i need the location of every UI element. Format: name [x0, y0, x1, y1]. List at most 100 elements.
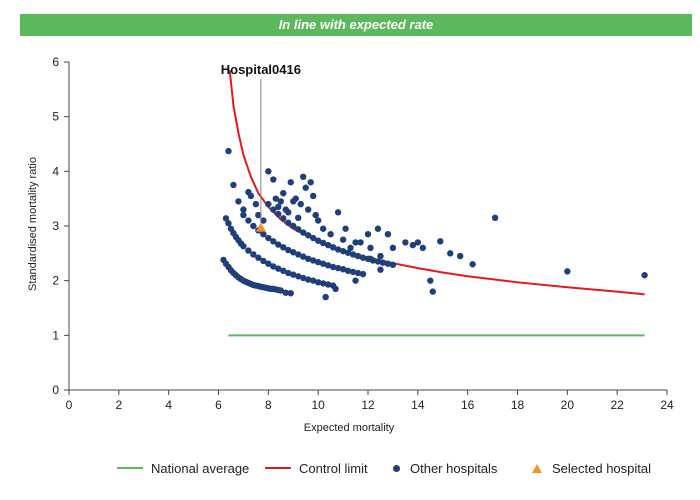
data-point-other-hospital	[329, 263, 337, 271]
data-point-other-hospital	[389, 244, 397, 252]
data-point-other-hospital	[319, 260, 327, 267]
data-point-other-hospital	[250, 222, 257, 230]
legend-item-other-hospitals[interactable]: Other hospitals	[393, 458, 497, 478]
data-point-other-hospital	[260, 231, 267, 238]
data-point-other-hospital	[260, 257, 267, 265]
data-point-other-hospital	[275, 210, 282, 218]
data-point-other-hospital	[305, 232, 312, 239]
data-point-other-hospital	[314, 237, 322, 244]
data-point-other-hospital	[300, 274, 307, 282]
data-point-other-hospital	[270, 176, 277, 183]
data-point-other-hospital	[305, 255, 312, 262]
x-tick-label: 0	[66, 398, 73, 412]
data-point-other-hospital	[327, 231, 334, 238]
data-point-other-hospital	[255, 254, 262, 261]
legend-swatch-other-hospitals	[393, 464, 400, 472]
data-point-other-hospital	[347, 244, 354, 252]
data-point-other-hospital	[374, 225, 382, 232]
data-point-other-hospital	[295, 214, 302, 221]
data-point-other-hospital	[252, 200, 260, 208]
data-point-other-hospital	[285, 269, 292, 277]
y-tick-label: 5	[52, 110, 59, 124]
legend-item-selected-hospital[interactable]: Selected hospital	[532, 458, 651, 478]
data-point-other-hospital	[309, 277, 317, 284]
data-point-other-hospital	[295, 273, 302, 280]
x-tick-label: 6	[215, 398, 222, 412]
x-tick-label: 18	[511, 398, 525, 412]
data-point-other-hospital	[300, 253, 307, 260]
data-point-other-hospital	[414, 239, 422, 246]
data-point-other-hospital	[377, 266, 384, 273]
data-point-other-hospital	[409, 241, 417, 249]
data-point-other-hospital	[354, 252, 362, 260]
data-point-other-hospital	[329, 244, 337, 251]
data-point-other-hospital	[240, 206, 247, 213]
y-tick-label: 3	[52, 219, 59, 233]
data-point-other-hospital	[272, 195, 280, 202]
legend-item-national-average[interactable]: National average	[117, 458, 249, 478]
y-axis-title: Standardised mortality ratio	[27, 157, 39, 291]
data-point-other-hospital	[300, 173, 307, 180]
data-point-other-hospital	[342, 225, 349, 232]
x-tick-label: 4	[165, 398, 172, 412]
x-tick-label: 24	[660, 398, 674, 412]
data-point-other-hospital	[240, 211, 247, 219]
x-tick-label: 14	[411, 398, 425, 412]
data-point-other-hospital	[260, 217, 267, 224]
data-point-other-hospital	[319, 225, 327, 232]
x-tick-label: 16	[461, 398, 475, 412]
data-point-other-hospital	[324, 281, 332, 288]
data-point-other-hospital	[377, 252, 384, 260]
data-point-selected-hospital	[255, 222, 266, 232]
x-axis-title: Expected mortality	[304, 422, 395, 434]
data-point-other-hospital	[277, 198, 284, 205]
data-point-other-hospital	[309, 257, 317, 264]
legend-item-control-limit[interactable]: Control limit	[265, 458, 368, 478]
data-point-other-hospital	[344, 249, 352, 256]
data-point-other-hospital	[641, 272, 648, 279]
data-point-other-hospital	[270, 238, 277, 245]
data-point-other-hospital	[367, 255, 374, 262]
data-point-other-hospital	[280, 267, 287, 275]
data-point-other-hospital	[352, 239, 359, 246]
data-point-other-hospital	[287, 290, 294, 297]
y-tick-label: 6	[52, 55, 59, 69]
data-point-other-hospital	[314, 217, 322, 224]
data-point-other-hospital	[297, 200, 304, 208]
data-point-other-hospital	[564, 268, 571, 275]
data-point-other-hospital	[334, 246, 342, 253]
data-point-other-hospital	[339, 265, 347, 273]
data-point-other-hospital	[270, 206, 277, 213]
status-banner: In line with expected rate	[20, 14, 692, 36]
data-point-other-hospital	[235, 198, 242, 205]
data-point-other-hospital	[305, 206, 312, 213]
data-point-other-hospital	[245, 247, 252, 254]
data-point-other-hospital	[265, 234, 272, 242]
data-point-other-hospital	[334, 264, 342, 272]
data-point-other-hospital	[456, 252, 464, 260]
data-point-other-hospital	[275, 203, 282, 211]
data-point-other-hospital	[352, 277, 359, 284]
data-point-other-hospital	[339, 247, 347, 255]
x-tick-label: 22	[610, 398, 624, 412]
data-point-other-hospital	[265, 260, 272, 267]
data-point-other-hospital	[225, 147, 232, 155]
data-point-other-hospital	[285, 246, 292, 254]
chart-marks: Hospital0416	[220, 62, 648, 337]
x-tick-label: 20	[561, 398, 575, 412]
data-point-other-hospital	[469, 261, 476, 268]
x-tick-label: 10	[311, 398, 325, 412]
data-point-other-hospital	[240, 243, 247, 250]
data-point-other-hospital	[319, 239, 327, 247]
legend-label: National average	[151, 460, 250, 476]
legend-swatch-control-limit	[265, 467, 291, 469]
data-point-other-hospital	[280, 244, 287, 251]
x-tick-label: 12	[361, 398, 375, 412]
data-point-other-hospital	[349, 268, 357, 276]
data-point-other-hospital	[312, 211, 319, 219]
data-point-other-hospital	[332, 285, 339, 293]
x-tick-label: 8	[265, 398, 272, 412]
data-point-other-hospital	[384, 260, 392, 267]
data-point-other-hospital	[357, 239, 364, 246]
